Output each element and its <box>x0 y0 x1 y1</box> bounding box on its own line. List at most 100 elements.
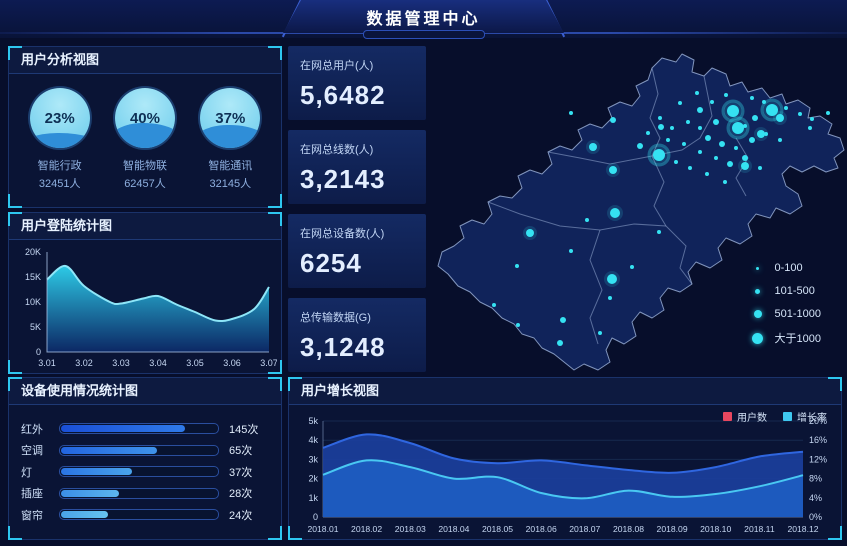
map-dot <box>585 218 589 222</box>
map-svg <box>437 53 845 371</box>
login-x-tick: 3.07 <box>260 358 277 368</box>
map-dot <box>607 274 617 284</box>
panel-user-growth: 用户增长视图 用户数 增长率 0 1k 2k 3k 4k 5k 0% 4% 8% 12% 16% 20… <box>288 377 842 540</box>
header-bar: 数据管理中心 <box>0 0 847 39</box>
device-value: 28次 <box>229 488 253 501</box>
bar-track <box>59 487 219 499</box>
legend-item-users[interactable]: 用户数 <box>723 409 767 424</box>
bar-track <box>59 466 219 478</box>
bar-fill <box>61 489 120 497</box>
device-bar-row: 窗帘 24次 <box>21 504 269 526</box>
map-dot <box>762 100 766 104</box>
map-dot <box>741 162 749 170</box>
device-name: 窗帘 <box>21 509 43 522</box>
gauge-label: 智能物联 <box>122 160 167 172</box>
map-legend-label: 501-1000 <box>774 308 822 320</box>
growth-x-tick: 2018.08 <box>613 524 644 534</box>
gauge-group: 23% 智能行政 32451人 40% 智能物联 62457人 37% 智能通讯 <box>9 74 281 191</box>
map-dot <box>609 166 617 174</box>
map-dot <box>686 120 690 124</box>
map-dot <box>608 296 612 300</box>
bar-fill <box>61 511 108 519</box>
map-legend-row: 501-1000 <box>751 307 822 321</box>
growth-dual-axis-chart: 0 1k 2k 3k 4k 5k 0% 4% 8% 12% 16% 20% 2018.01 2018.02… <box>307 416 827 534</box>
bar-fill <box>61 468 132 476</box>
map-dot <box>695 91 699 95</box>
map-dot <box>688 166 692 170</box>
device-name: 空调 <box>21 445 43 458</box>
map-dot <box>778 138 782 142</box>
bar-track <box>59 444 219 456</box>
gauge-admin: 23% 智能行政 32451人 <box>22 88 98 191</box>
panel-device-usage-title: 设备使用情况统计图 <box>9 378 281 405</box>
growth-left-tick: 2k <box>308 474 318 484</box>
map-dot <box>727 105 739 117</box>
gauge-count: 62457人 <box>124 178 166 190</box>
map-dot <box>766 104 778 116</box>
map-dot-layer <box>492 91 830 346</box>
map-dot-halo <box>760 98 784 122</box>
login-x-tick: 3.03 <box>112 358 130 368</box>
growth-x-tick: 2018.09 <box>657 524 688 534</box>
stat-card-total-users: 在网总用户(人) 5,6482 <box>288 46 426 120</box>
stat-value: 3,2143 <box>300 164 386 194</box>
page-title: 数据管理中心 <box>366 10 481 28</box>
stat-card-column: 在网总用户(人) 5,6482 在网总线数(人) 3,2143 在网总设备数(人… <box>288 46 426 372</box>
login-x-tick: 3.01 <box>38 358 56 368</box>
liquid-gauge-circle: 40% <box>114 88 175 148</box>
legend-label: 增长率 <box>797 413 827 424</box>
map-dot <box>674 160 678 164</box>
map-dot <box>697 107 703 113</box>
map-dot <box>682 142 686 146</box>
map-dot <box>557 340 563 346</box>
device-name: 插座 <box>21 488 43 501</box>
map-dot-halo <box>726 116 750 140</box>
legend-swatch-growth-rate <box>783 412 792 421</box>
map-dot <box>749 137 755 143</box>
growth-right-tick: 12% <box>809 454 827 464</box>
growth-rate-area-fill <box>323 460 803 517</box>
growth-x-tick: 2018.05 <box>482 524 513 534</box>
stat-label: 在网总用户(人) <box>300 60 374 72</box>
users-line <box>322 433 804 474</box>
device-bar-row: 灯 37次 <box>21 461 269 483</box>
login-y-tick: 15K <box>25 272 41 282</box>
device-bar-row: 空调 65次 <box>21 440 269 462</box>
gauge-percent: 40% <box>129 109 160 127</box>
stat-value: 5,6482 <box>300 80 386 110</box>
device-bar-row: 插座 28次 <box>21 483 269 505</box>
header-title-plate: 数据管理中心 <box>283 0 564 33</box>
map-dot <box>784 106 788 110</box>
map-dot <box>714 156 718 160</box>
growth-right-tick: 4% <box>809 493 822 503</box>
map-dot <box>658 116 662 120</box>
panel-login-stats: 用户登陆统计图 0 5K 10K 15K 20K 3.01 3.02 3.03 3.04 3.05… <box>8 212 282 374</box>
bubble-size-icon <box>752 332 763 344</box>
map-dot <box>810 117 814 121</box>
map-dot <box>758 166 762 170</box>
map-dot <box>658 124 664 130</box>
stat-value: 6254 <box>300 248 362 278</box>
legend-item-growth-rate[interactable]: 增长率 <box>783 409 827 424</box>
map-dot <box>569 111 573 115</box>
device-name: 红外 <box>21 423 43 436</box>
login-x-tick: 3.04 <box>149 358 167 368</box>
stat-card-total-devices: 在网总设备数(人) 6254 <box>288 214 426 288</box>
device-value: 24次 <box>229 509 253 522</box>
map-dot <box>698 150 702 154</box>
gauge-percent: 23% <box>44 109 75 127</box>
map-dot <box>764 132 768 136</box>
province-bubble-map: 0-100 101-500 501-1000 大于1000 <box>430 46 847 376</box>
login-y-tick: 20K <box>25 247 41 257</box>
growth-rate-line <box>322 459 804 500</box>
map-dot <box>610 117 616 123</box>
growth-x-tick: 2018.07 <box>569 524 600 534</box>
map-dot <box>808 126 812 130</box>
panel-user-analysis-title: 用户分析视图 <box>9 47 281 74</box>
bar-track <box>59 509 219 521</box>
panel-user-analysis: 用户分析视图 23% 智能行政 32451人 40% 智能物联 62457人 <box>8 46 282 208</box>
device-bar-row: 红外 145次 <box>21 418 269 440</box>
growth-left-tick: 3k <box>308 454 318 464</box>
map-legend-row: 大于1000 <box>751 330 822 346</box>
